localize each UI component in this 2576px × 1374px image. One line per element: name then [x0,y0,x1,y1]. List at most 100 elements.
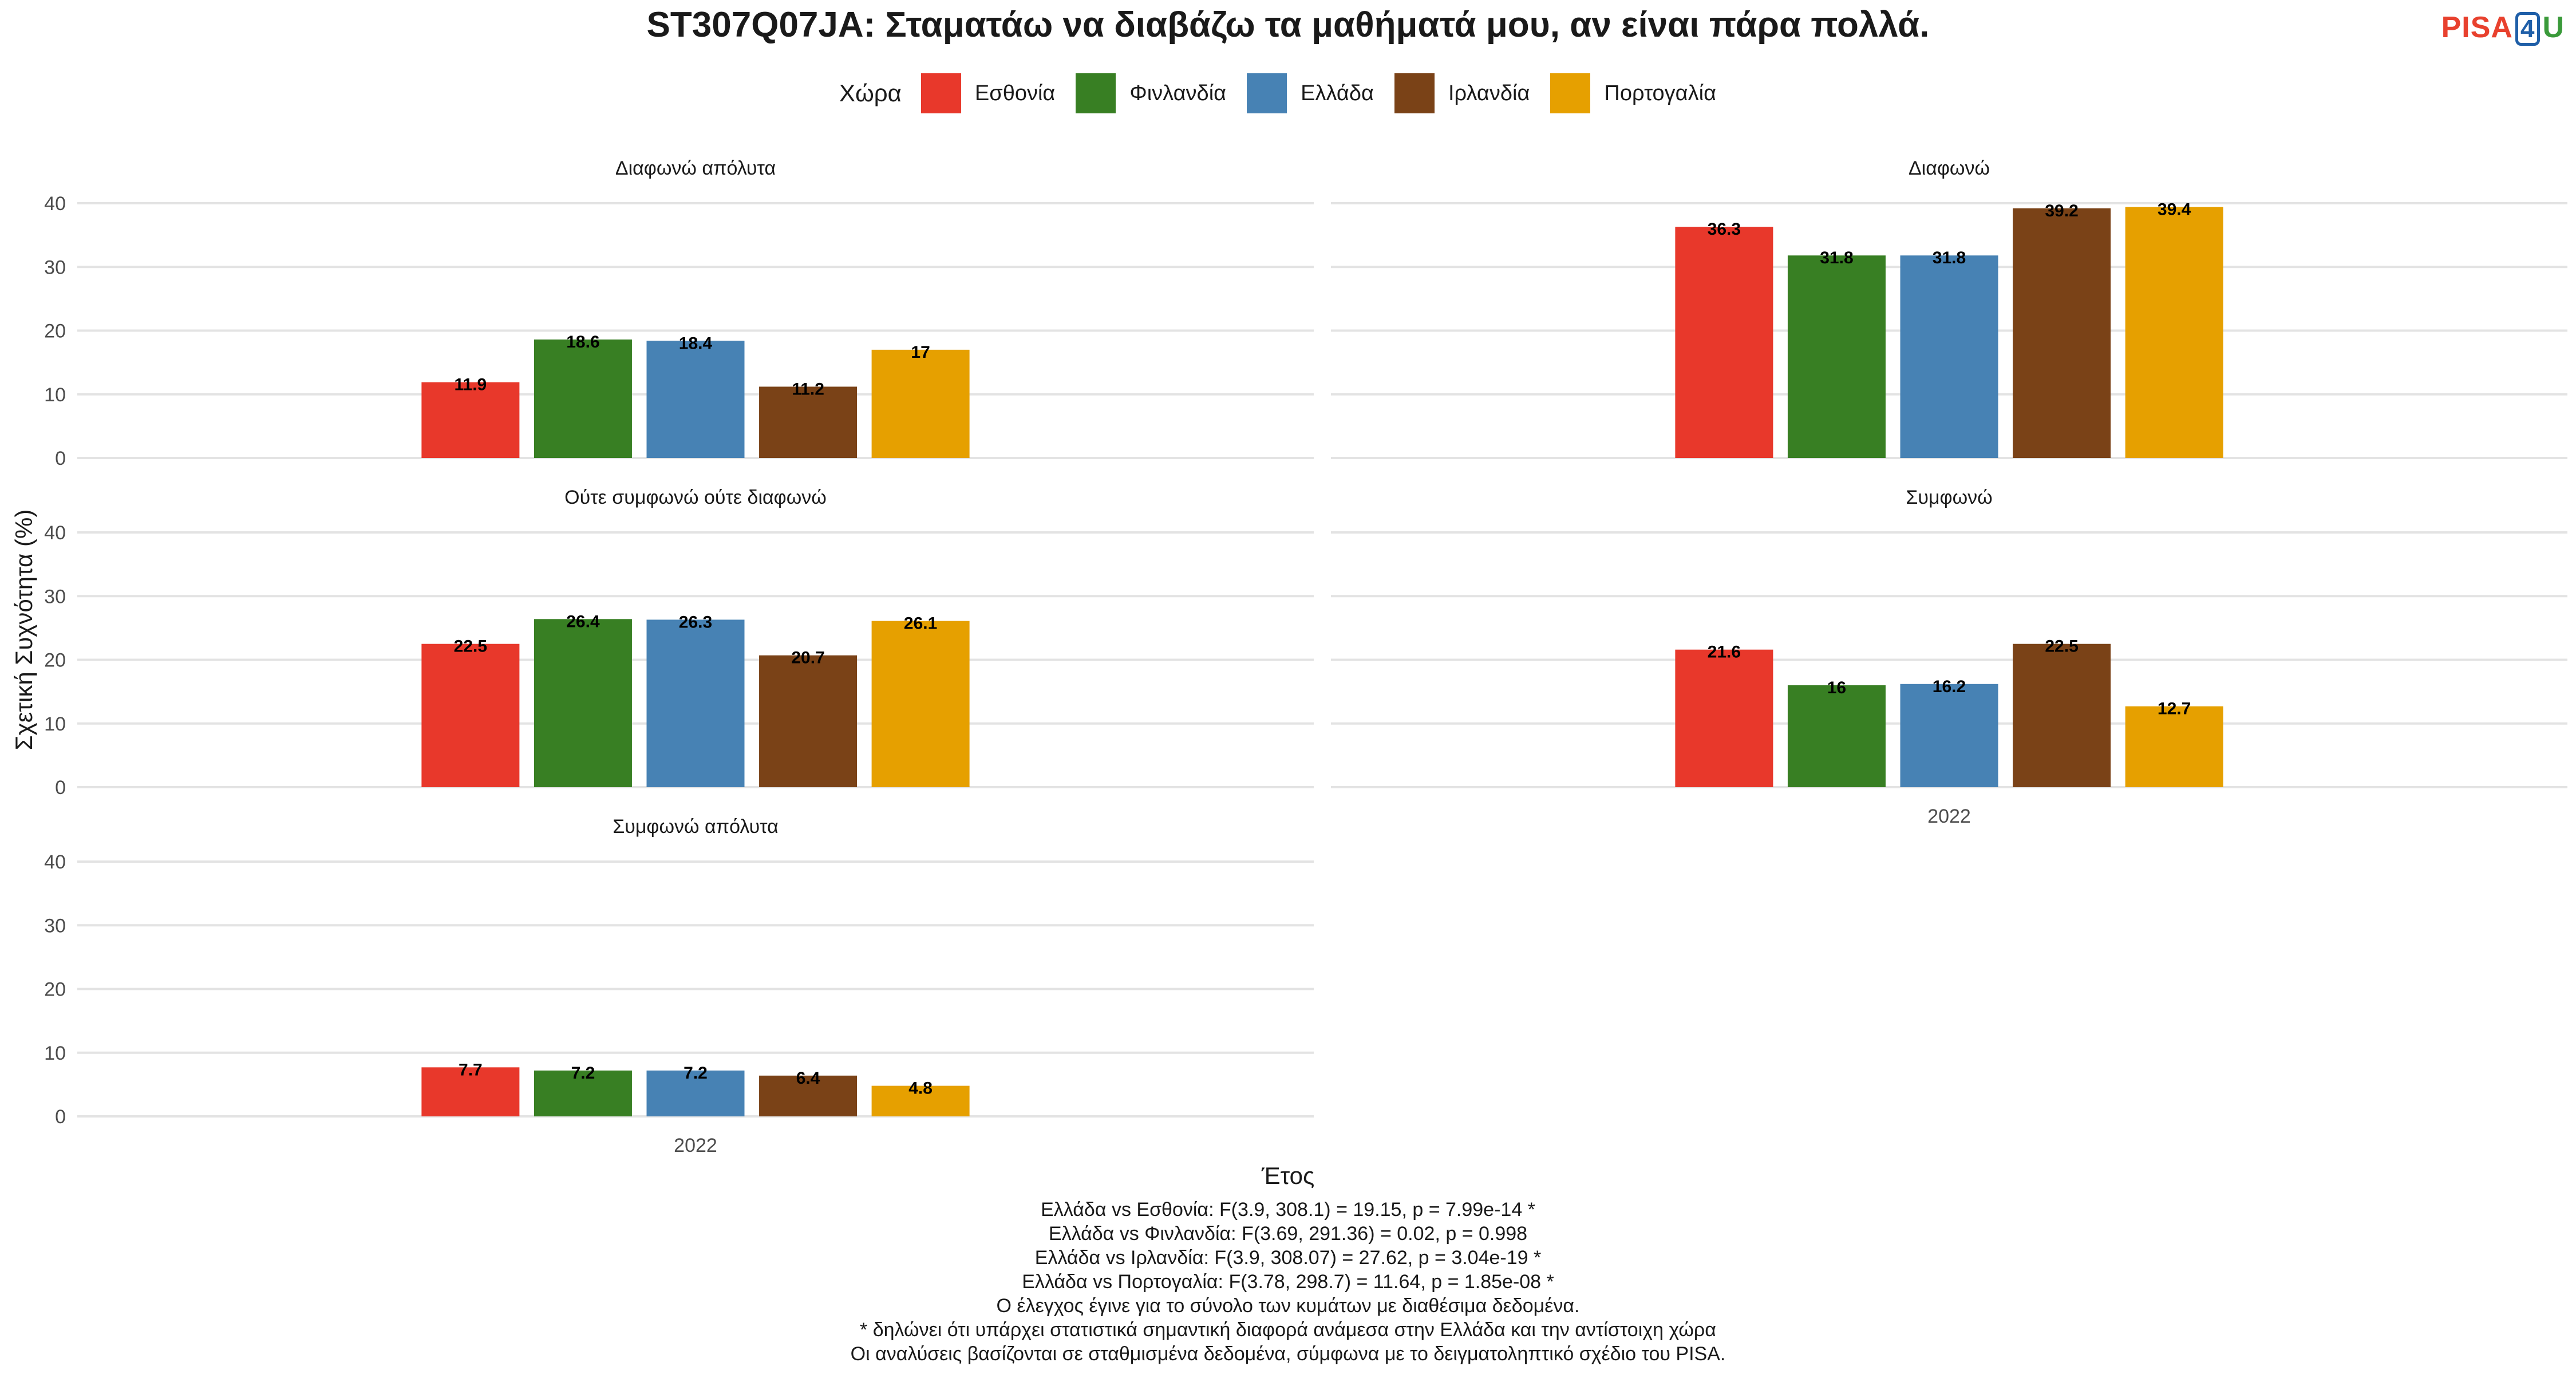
legend-title: Χώρα [839,80,902,106]
bar-value-label: 26.4 [566,612,600,631]
y-tick-label: 40 [44,193,66,215]
bar-value-label: 7.2 [683,1064,708,1083]
bar [1900,255,1998,458]
bar [1675,649,1773,787]
footnote-line: Ελλάδα vs Φινλανδία: F(3.69, 291.36) = 0… [1048,1223,1528,1245]
x-axis-label: Έτος [1261,1162,1315,1189]
y-tick-label: 30 [44,256,66,278]
bar-value-label: 18.4 [679,334,713,353]
y-tick-label: 40 [44,522,66,544]
legend-swatch [1394,73,1435,113]
bar-value-label: 26.3 [679,613,712,631]
legend-item-estonia: Εσθονία [920,73,1056,113]
bar [2013,643,2111,787]
y-tick-label: 0 [55,777,66,799]
bar [759,386,858,458]
chart-legend: Χώρα Εσθονία Φινλανδία Ελλάδα Ιρλανδία Π… [0,73,2576,113]
legend-swatch [1550,73,1591,113]
bar-value-label: 18.6 [566,333,599,352]
bar [871,349,970,458]
panel-title: Διαφωνώ απόλυτα [615,157,776,179]
footnote-line: Οι αναλύσεις βασίζονται σε σταθμισμένα δ… [850,1343,1726,1365]
bar [421,382,520,458]
bar [1900,684,1998,787]
y-tick-label: 30 [44,915,66,937]
bar-value-label: 12.7 [2158,700,2191,718]
bar-value-label: 31.8 [1820,248,1853,267]
bar [871,1085,970,1116]
footnote-line: Ο έλεγχος έγινε για το σύνολο των κυμάτω… [996,1295,1580,1317]
legend-item-finland: Φινλανδία [1076,73,1226,113]
bar [646,619,745,787]
y-tick-label: 10 [44,1043,66,1064]
x-tick-label: 2022 [1927,806,1971,827]
bar [1675,227,1773,458]
bar [2013,208,2111,458]
bar-value-label: 26.1 [904,614,937,633]
footnote-line: Ελλάδα vs Εσθονία: F(3.9, 308.1) = 19.15… [1041,1199,1535,1221]
legend-item-greece: Ελλάδα [1247,73,1374,113]
y-tick-label: 0 [55,448,66,469]
footnote-line: * δηλώνει ότι υπάρχει στατιστικά σημαντι… [860,1319,1716,1341]
pisa4u-logo: PISA 4 U [2441,10,2565,46]
bar-value-label: 22.5 [2045,637,2078,656]
logo-text-4: 4 [2515,12,2541,46]
bar-value-label: 16.2 [1933,677,1966,696]
bar-value-label: 22.5 [454,637,487,656]
bar-value-label: 36.3 [1708,220,1741,239]
panel-title: Συμφωνώ [1906,487,1992,508]
y-axis-label: Σχετική Συχνότητα (%) [10,509,37,751]
legend-item-portugal: Πορτογαλία [1550,73,1716,113]
y-tick-label: 10 [44,384,66,406]
footnote-line: Ελλάδα vs Ιρλανδία: F(3.9, 308.07) = 27.… [1034,1247,1542,1269]
legend-label: Φινλανδία [1129,81,1227,105]
bar-value-label: 21.6 [1708,643,1741,662]
bar [2125,706,2223,787]
bar [534,339,632,458]
y-tick-label: 20 [44,321,66,342]
logo-text-u: U [2542,11,2565,44]
bar-value-label: 39.2 [2045,202,2078,220]
bar [421,643,520,787]
bar-value-label: 16 [1827,678,1846,697]
bar-value-label: 7.2 [571,1064,595,1083]
y-tick-label: 10 [44,713,66,735]
bar-value-label: 4.8 [908,1079,933,1098]
bar-value-label: 7.7 [459,1060,483,1079]
footnote-line: Ελλάδα vs Πορτογαλία: F(3.78, 298.7) = 1… [1022,1271,1554,1293]
bar-value-label: 20.7 [791,649,824,668]
bar [646,1070,745,1116]
bar [646,341,745,458]
panel-title: Διαφωνώ [1909,157,1990,179]
bar [534,619,632,787]
bar-value-label: 11.9 [455,376,487,394]
bar-value-label: 17 [911,343,930,362]
y-tick-label: 20 [44,979,66,1001]
bar [421,1067,520,1116]
legend-swatch [1247,73,1287,113]
legend-label: Πορτογαλία [1604,81,1717,105]
bar [871,621,970,787]
footnotes: Ελλάδα vs Εσθονία: F(3.9, 308.1) = 19.15… [0,1198,2576,1366]
y-tick-label: 0 [55,1106,66,1128]
y-tick-label: 20 [44,650,66,672]
legend-label: Ιρλανδία [1448,81,1530,105]
bar [759,1075,858,1116]
legend-swatch [920,73,961,113]
legend-item-ireland: Ιρλανδία [1394,73,1530,113]
chart-title: ST307Q07JA: Σταματάω να διαβάζω τα μαθήμ… [646,5,1930,45]
bar-value-label: 11.2 [792,380,824,398]
bar-value-label: 39.4 [2158,200,2191,219]
y-tick-label: 40 [44,851,66,873]
bar [534,1070,632,1116]
panel-title: Συμφωνώ απόλυτα [613,816,779,838]
legend-label: Εσθονία [974,81,1056,105]
bar [1787,685,1886,787]
x-tick-label: 2022 [674,1135,717,1156]
panel-title: Ούτε συμφωνώ ούτε διαφωνώ [564,487,827,508]
bar-value-label: 31.8 [1933,248,1966,267]
bar [1787,255,1886,458]
bar [759,655,858,787]
bar [2125,207,2223,458]
